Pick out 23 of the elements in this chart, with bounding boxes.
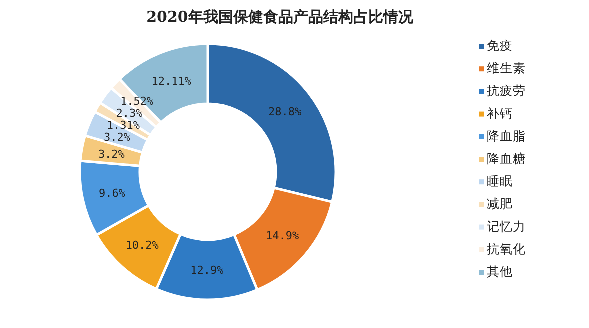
data-label: 14.9% bbox=[266, 230, 300, 243]
legend-label: 抗疲劳 bbox=[487, 83, 526, 98]
legend-label: 抗氧化 bbox=[487, 241, 526, 256]
legend-label: 其他 bbox=[487, 264, 513, 279]
data-label: 28.8% bbox=[268, 105, 302, 118]
legend-label: 记忆力 bbox=[487, 218, 526, 234]
legend-label: 降血脂 bbox=[487, 128, 526, 144]
data-label: 3.2% bbox=[104, 130, 131, 144]
legend-label: 免疫 bbox=[487, 38, 513, 53]
legend-label: 维生素 bbox=[487, 60, 526, 76]
data-label: 2.3% bbox=[116, 106, 144, 120]
data-label: 12.9% bbox=[190, 264, 224, 277]
data-label: 10.2% bbox=[126, 238, 160, 252]
data-label: 9.6% bbox=[99, 186, 126, 200]
data-label: 3.2% bbox=[98, 148, 126, 161]
chart-title: 2020年我国保健食品产品结构占比情况 bbox=[146, 8, 414, 26]
data-label: 1.31% bbox=[106, 118, 140, 132]
data-label: 12.11% bbox=[152, 75, 192, 88]
legend-label: 补钙 bbox=[487, 106, 513, 121]
legend-label: 睡眠 bbox=[487, 174, 513, 189]
data-label: 1.52% bbox=[120, 94, 154, 108]
legend-label: 减肥 bbox=[487, 196, 513, 212]
legend-label: 降血糖 bbox=[487, 151, 526, 166]
